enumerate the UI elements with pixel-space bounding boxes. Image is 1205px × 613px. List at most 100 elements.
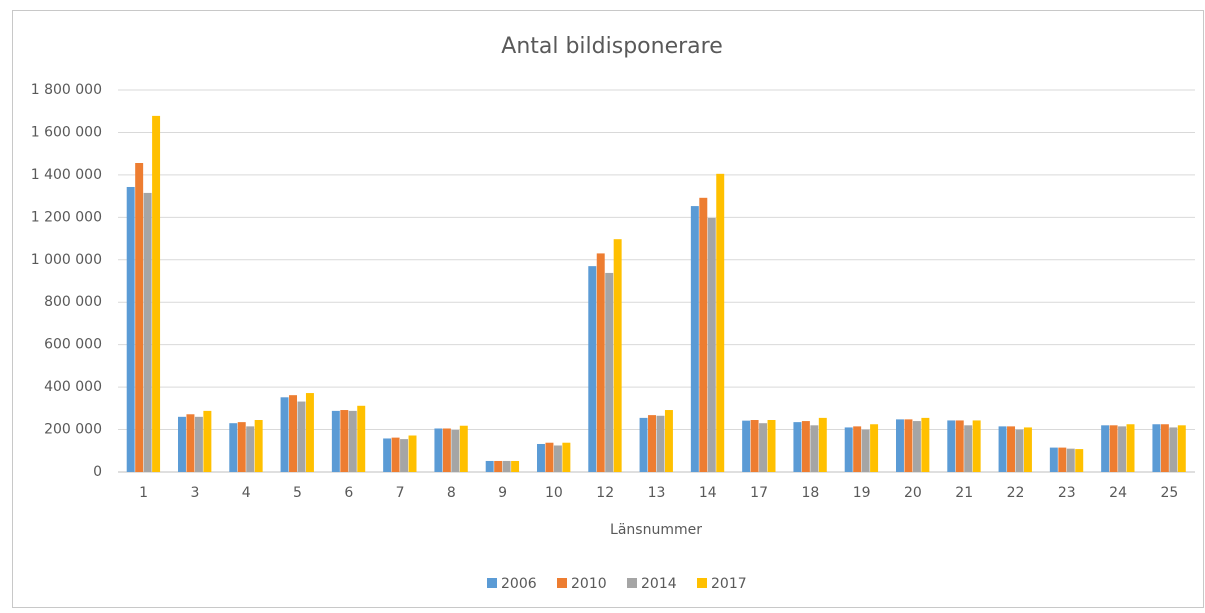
x-tick-label: 5 [293,485,302,501]
bar [545,442,554,472]
x-tick-label: 10 [545,485,563,501]
bar [699,197,708,472]
bar [861,429,870,472]
legend-swatch [627,578,637,588]
bar [562,442,571,472]
bar [605,272,614,472]
bar [408,435,417,472]
bar [502,460,511,472]
bar [348,410,357,472]
bar [451,429,460,472]
x-tick-label: 23 [1058,485,1076,501]
bar [1075,449,1084,472]
bar [135,163,144,472]
x-tick-label: 18 [801,485,819,501]
bar [664,410,673,472]
y-tick-label: 800 000 [44,294,102,310]
bar [254,420,263,472]
x-tick-label: 7 [396,485,405,501]
bar [383,438,392,472]
bar [639,417,648,472]
y-tick-label: 0 [93,464,102,480]
legend-swatch [487,578,497,588]
bar [648,415,656,472]
bar [1152,424,1161,472]
bar [818,417,827,472]
bar [972,420,981,472]
bar [896,419,904,472]
x-tick-label: 24 [1109,485,1127,501]
bar [1058,447,1067,472]
bar [912,421,921,472]
y-tick-label: 1 200 000 [31,209,102,225]
bar [305,393,314,472]
legend-swatch [697,578,707,588]
bar [442,428,451,472]
bar [955,420,964,472]
x-tick-label: 21 [955,485,973,501]
bar [246,426,255,472]
legend-label: 2017 [711,576,747,592]
x-tick-label: 1 [139,485,148,501]
bar [494,460,503,472]
bar [707,217,716,472]
bar [716,173,725,473]
bar [750,420,759,472]
bar [810,425,819,472]
bar [537,443,545,472]
bar [690,206,699,472]
bar [801,421,810,472]
bar [947,420,956,472]
bar [143,192,152,472]
x-tick-label: 8 [447,485,456,501]
bar [1101,425,1110,472]
bar [357,405,366,472]
bar [229,423,238,472]
bar [596,253,605,472]
legend-swatch [557,578,567,588]
y-tick-label: 1 000 000 [31,252,102,268]
bar [485,460,494,472]
bar [964,425,973,472]
bar [793,422,802,472]
x-axis-title: Länsnummer [610,522,702,538]
bar [194,416,203,472]
x-tick-label: 19 [853,485,871,501]
bar [178,416,186,472]
bar [742,420,751,472]
y-tick-label: 1 600 000 [31,124,102,140]
x-tick-label: 20 [904,485,922,501]
bar [904,419,913,472]
y-tick-label: 1 800 000 [31,82,102,98]
bar [289,395,297,472]
y-tick-label: 200 000 [44,422,102,438]
bar [340,410,349,472]
bar [459,425,468,472]
bar [1118,426,1127,472]
legend-label: 2010 [571,576,607,592]
bar [434,428,443,472]
x-tick-label: 13 [648,485,666,501]
bar [656,415,665,472]
bar [853,426,862,472]
bar [297,401,306,472]
bar [759,423,768,472]
x-tick-label: 4 [242,485,251,501]
bar [391,437,400,472]
x-tick-label: 14 [699,485,717,501]
bar [237,422,246,472]
legend-label: 2006 [501,576,537,592]
x-tick-label: 12 [596,485,614,501]
bar [1015,429,1024,472]
x-tick-label: 3 [190,485,199,501]
bar [126,186,135,473]
bar [1023,427,1032,472]
bar [1007,426,1015,472]
chart-title: Antal bildisponerare [501,34,722,59]
bar [152,115,161,472]
bar [400,439,409,472]
bar [767,420,776,472]
bar [553,445,562,472]
bar [203,410,212,472]
